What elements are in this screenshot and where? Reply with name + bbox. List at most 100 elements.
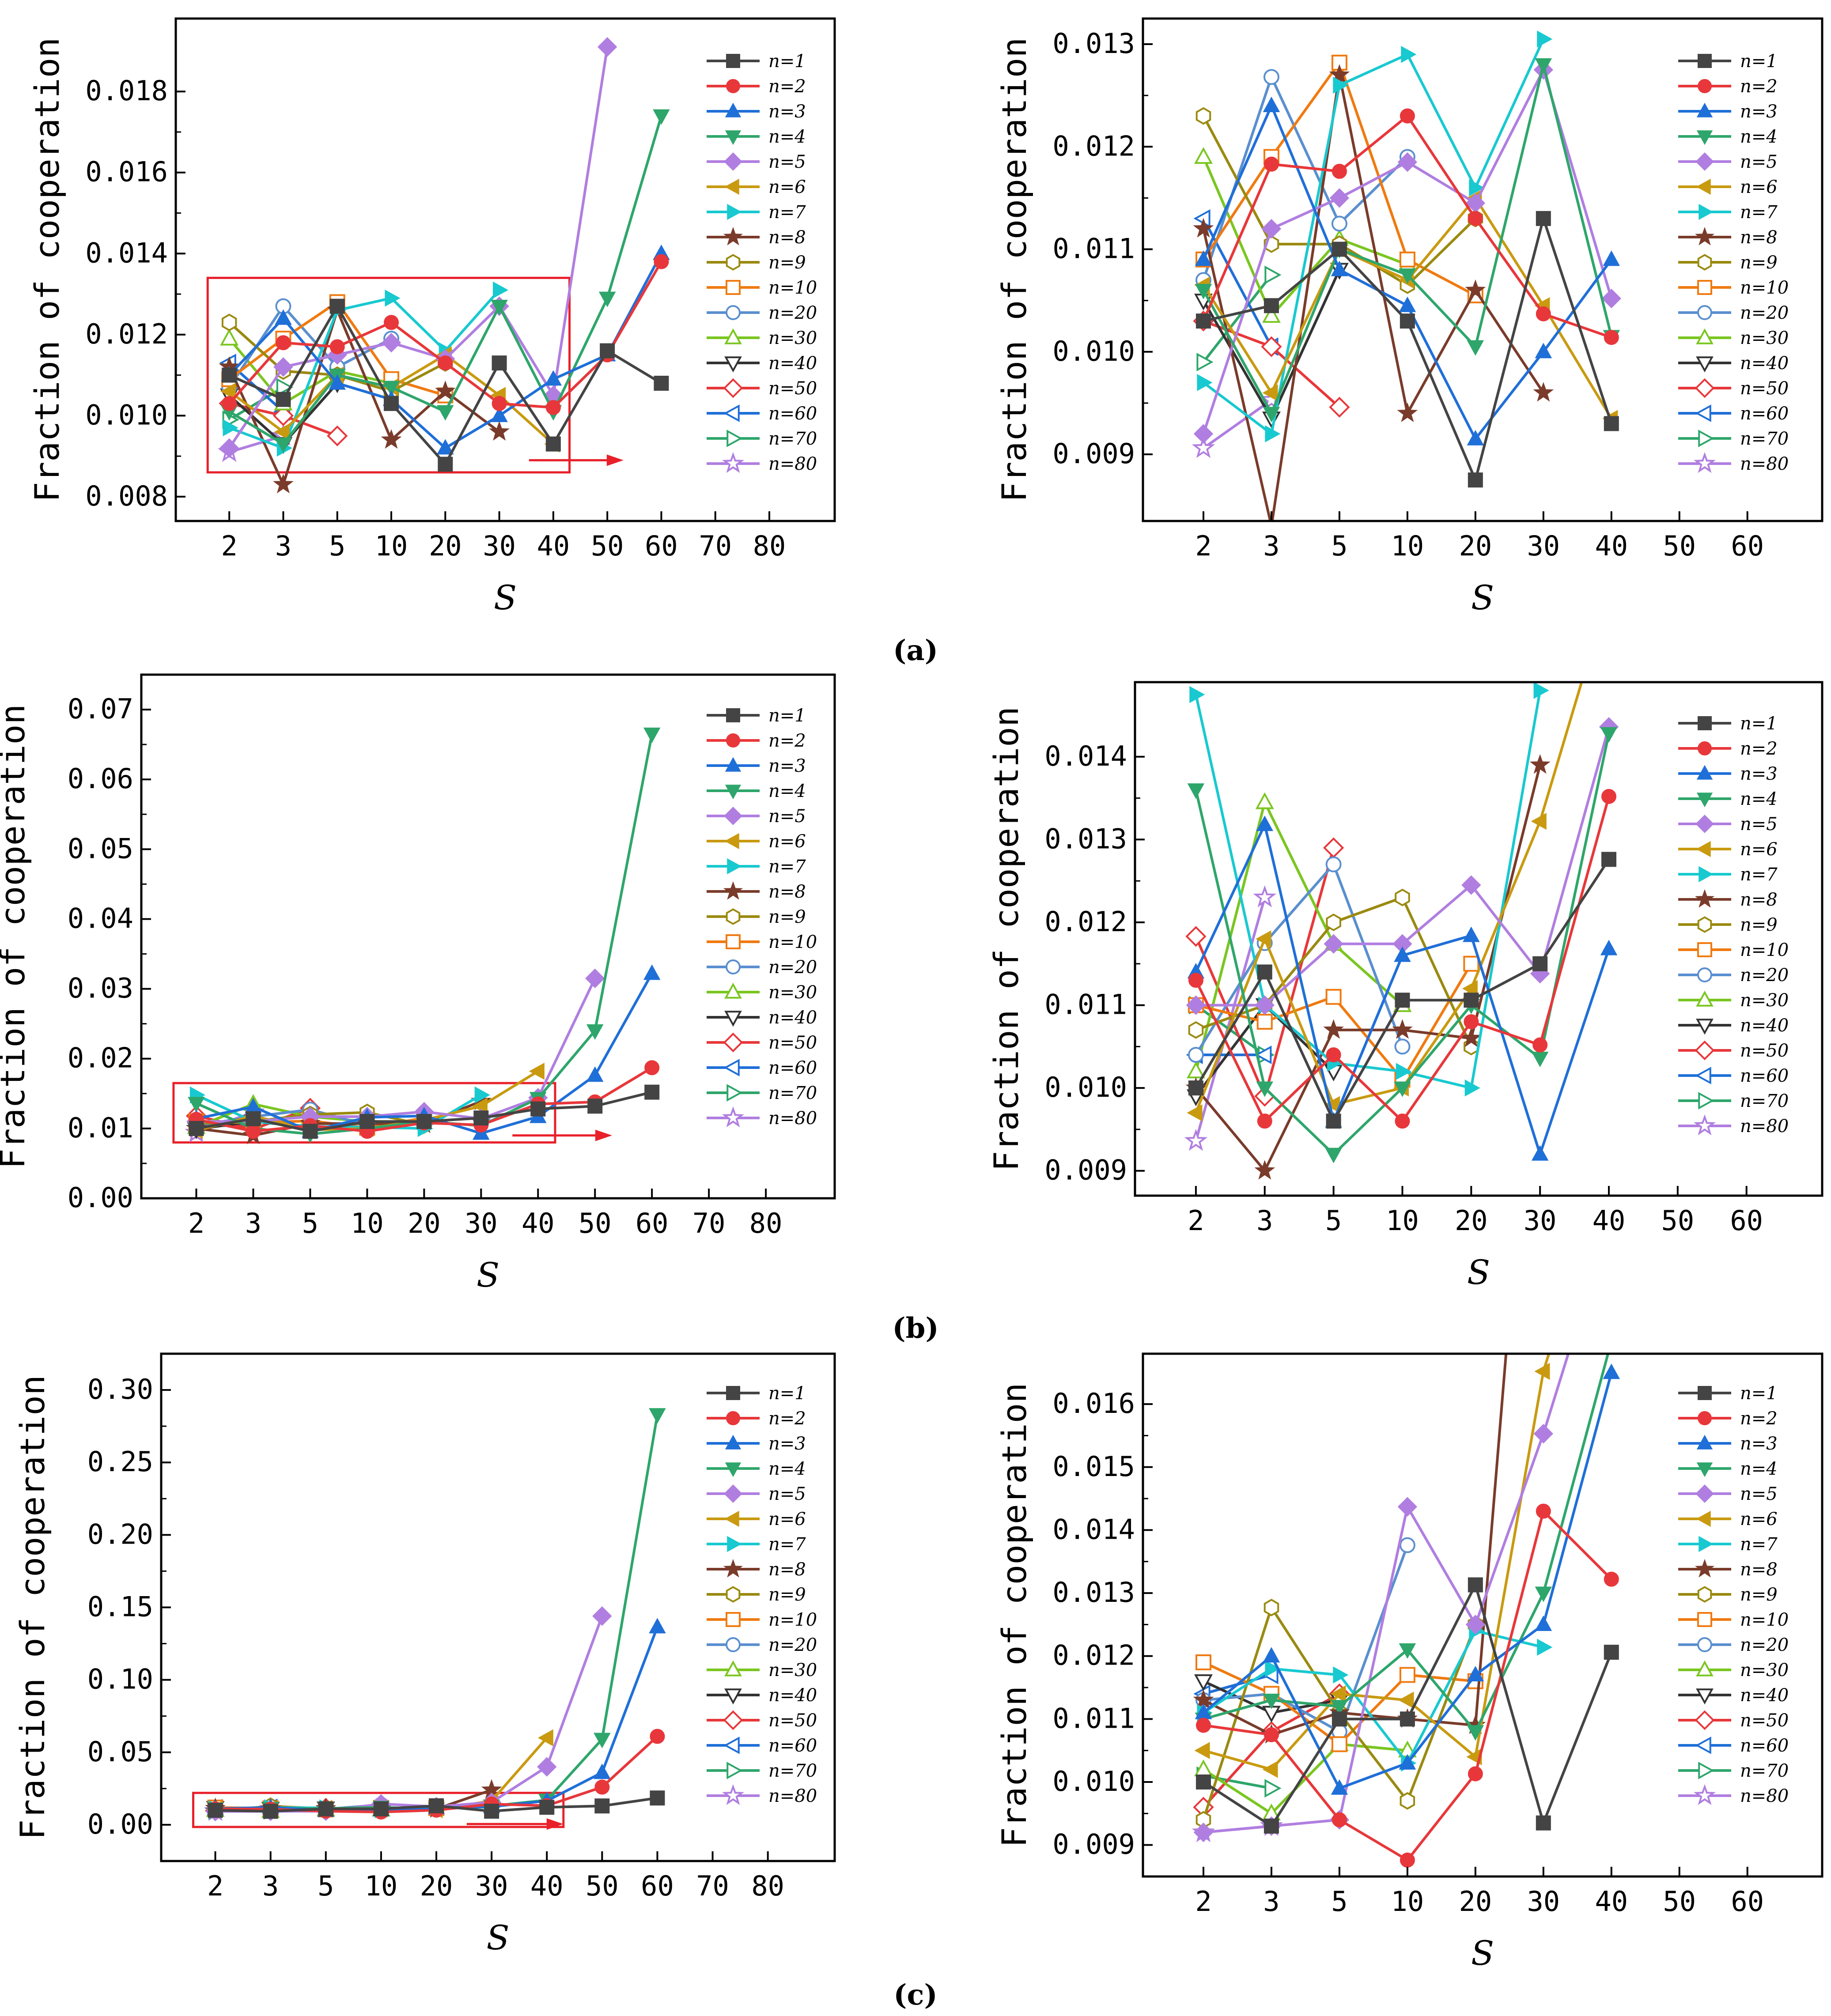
- point-n-7-s5: [1333, 76, 1349, 94]
- legend-entry-n-4: n=4: [707, 781, 806, 801]
- point-n-3-s30: [491, 406, 508, 422]
- legend-label: n=5: [768, 1484, 806, 1504]
- legend-label: n=2: [768, 1408, 806, 1429]
- x-tick-label: 30: [483, 530, 516, 562]
- point-n-2-s20: [1468, 211, 1483, 226]
- plot-frame: [1134, 681, 1823, 1197]
- legend-marker: [722, 1784, 745, 1805]
- point-n-5-s20: [1461, 875, 1481, 895]
- point-n-1-s40: [539, 1800, 555, 1815]
- legend-label: n=4: [768, 1459, 806, 1479]
- point-n-30-s3: [1262, 306, 1281, 323]
- legend-marker: [1696, 178, 1711, 195]
- point-n-1-s40: [1604, 416, 1619, 431]
- legend-marker: [1698, 716, 1712, 730]
- y-tick-label: 0.016: [85, 156, 168, 188]
- x-tick-label: 5: [1325, 1204, 1342, 1237]
- legend-marker: [1698, 1092, 1714, 1110]
- point-n-6-s3: [274, 423, 290, 441]
- point-n-1-s3: [246, 1111, 261, 1126]
- legend-entry-n-6: n=6: [1678, 839, 1778, 860]
- legend-marker: [1698, 79, 1712, 93]
- legend-label: n=50: [768, 1033, 817, 1053]
- point-n-1-s20: [1464, 993, 1479, 1008]
- y-tick-label: 0.015: [1052, 1450, 1135, 1483]
- point-n-2-s2: [1195, 1718, 1211, 1733]
- point-n-20-s2: [1188, 1047, 1204, 1063]
- x-tick-label: 10: [1391, 530, 1424, 562]
- x-tick-label: 5: [1331, 530, 1347, 562]
- x-tick-label: 70: [692, 1207, 726, 1239]
- legend-marker: [725, 1435, 741, 1450]
- point-n-2-s20: [1468, 1766, 1483, 1782]
- legend-label: n=8: [1740, 890, 1778, 910]
- point-n-9-s10: [1400, 1792, 1415, 1810]
- x-tick-label: 10: [351, 1207, 384, 1239]
- x-tick-label: 30: [1524, 1204, 1557, 1237]
- y-tick-label: 0.00: [68, 1182, 133, 1214]
- series-line-n-7: [1194, 690, 1542, 1090]
- point-n-6-s10: [1398, 1691, 1414, 1709]
- legend-label: n=5: [768, 806, 806, 827]
- chart-a-right: 0.009 0.010 0.011 0.012 0.013 2 3 5 10 20 30 40 50 60…: [995, 17, 1823, 617]
- legend-entry-n-9: n=9: [707, 1585, 806, 1605]
- y-tick-label: 0.25: [87, 1446, 153, 1478]
- point-n-1-s5: [1332, 1711, 1347, 1727]
- x-tick-label: 50: [586, 1870, 619, 1902]
- point-n-9-s3: [1264, 1598, 1279, 1616]
- legend-marker: [1697, 305, 1712, 320]
- x-tick-label: 20: [408, 1207, 441, 1239]
- legend-entry-n-1: n=1: [1678, 714, 1778, 734]
- point-n-7-s10: [1396, 1063, 1411, 1080]
- legend-label: n=80: [768, 454, 817, 474]
- point-n-3-s3: [1256, 815, 1274, 831]
- point-n-8-s30: [1533, 382, 1554, 402]
- x-tick-label: 60: [1730, 1204, 1763, 1237]
- legend-marker: [723, 1710, 743, 1730]
- point-n-7-s30: [1533, 682, 1549, 699]
- x-tick-label: 40: [1595, 530, 1628, 562]
- point-n-70-s3: [1264, 265, 1282, 284]
- series-line-n-60: [1202, 218, 1273, 347]
- legend-label: n=20: [768, 957, 817, 978]
- legend-marker: [1696, 990, 1714, 1007]
- x-tick-label: 20: [420, 1870, 453, 1902]
- y-axis-label: Fraction of cooperation: [995, 38, 1034, 502]
- y-tick-label: 0.018: [85, 75, 168, 107]
- y-tick-label: 0.15: [87, 1591, 153, 1623]
- legend-marker: [726, 1386, 740, 1400]
- point-n-6-s3: [1256, 930, 1271, 948]
- y-tick-label: 0.016: [1052, 1387, 1135, 1420]
- point-n-1-s40: [530, 1101, 546, 1117]
- point-n-2-s3: [1257, 1114, 1272, 1129]
- legend-label: n=50: [768, 1710, 817, 1731]
- point-n-9-s5: [1326, 914, 1341, 931]
- x-tick-label: 2: [1195, 530, 1211, 562]
- legend-label: n=4: [768, 127, 806, 147]
- x-axis-label: S: [1471, 1933, 1494, 1973]
- legend-marker: [724, 1011, 742, 1027]
- x-tick-label: 50: [579, 1207, 612, 1239]
- series-line-n-5: [215, 1616, 604, 1813]
- point-n-4-s60: [643, 727, 661, 743]
- point-n-2-s5: [1332, 1812, 1347, 1827]
- legend-label: n=1: [1740, 1383, 1778, 1404]
- legend-marker: [1696, 1462, 1713, 1477]
- point-n-3-s60: [643, 964, 661, 980]
- legend-label: n=70: [1740, 1761, 1789, 1781]
- legend-entry-n-8: n=8: [707, 227, 806, 248]
- legend-marker: [1696, 1688, 1714, 1705]
- point-n-3-s30: [1531, 1145, 1549, 1161]
- x-tick-label: 60: [645, 530, 678, 562]
- legend-marker: [726, 79, 740, 93]
- x-axis-label: S: [477, 1255, 499, 1295]
- point-n-8-s2: [1193, 218, 1214, 238]
- point-n-1-s30: [492, 355, 507, 371]
- legend-label: n=2: [1740, 76, 1778, 97]
- point-n-5-s2: [1193, 424, 1214, 444]
- legend-label: n=7: [768, 857, 806, 877]
- point-n-2-s30: [1532, 1037, 1548, 1053]
- legend-label: n=20: [1740, 1635, 1789, 1655]
- legend-marker: [1698, 54, 1712, 68]
- x-tick-label: 40: [530, 1870, 564, 1902]
